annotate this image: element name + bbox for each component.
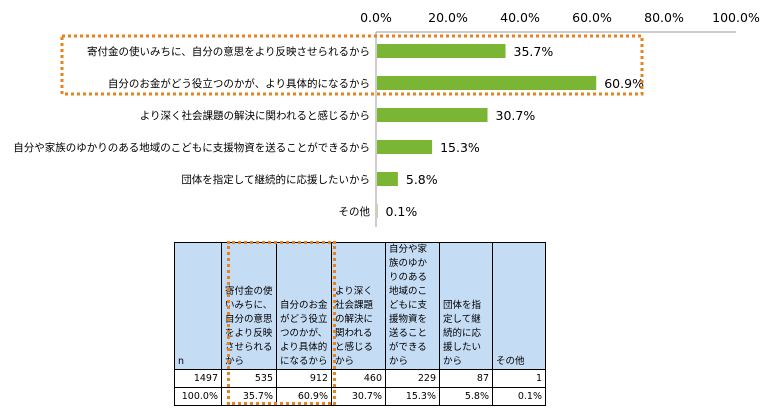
bar	[377, 108, 488, 122]
header-cell: 寄付金の使いみちに、自分の意思をより反映させられるから	[221, 242, 277, 370]
category-label: 自分や家族のゆかりのある地域のこどもに支援物資を送ることができるから	[13, 141, 370, 154]
category-label: その他	[339, 205, 371, 218]
bar	[377, 44, 506, 58]
table-cell: 1497	[174, 369, 222, 388]
category-labels: 寄付金の使いみちに、自分の意思をより反映させられるから自分のお金がどう役立つのか…	[13, 45, 370, 218]
table-cell: 912	[276, 369, 332, 388]
category-label: 寄付金の使いみちに、自分の意思をより反映させられるから	[87, 45, 370, 58]
table-header-row: n 寄付金の使いみちに、自分の意思をより反映させられるから 自分のお金がどう役立…	[174, 242, 546, 370]
x-tick-label: 80.0%	[644, 10, 684, 25]
table-cell: 460	[331, 369, 386, 388]
bars	[377, 44, 597, 218]
value-labels: 35.7% 60.9% 30.7% 15.3% 5.8% 0.1%	[386, 44, 645, 219]
table-cell: 535	[221, 369, 277, 388]
table-cell: 100.0%	[174, 387, 222, 406]
header-cell: 自分のお金がどう役立つのかが、より具体的になるから	[276, 242, 332, 370]
value-label: 5.8%	[406, 172, 438, 187]
table-cell: 87	[439, 369, 493, 388]
x-axis-ticks: 0.0% 20.0% 40.0% 60.0% 80.0% 100.0%	[360, 10, 760, 25]
x-tick-label: 60.0%	[572, 10, 612, 25]
value-label: 60.9%	[604, 76, 644, 91]
header-cell: 自分や家族のゆかりのある地域のこどもに支援物資を送ることができるから	[385, 242, 440, 370]
table-cell: 30.7%	[331, 387, 386, 406]
data-table: n 寄付金の使いみちに、自分の意思をより反映させられるから 自分のお金がどう役立…	[174, 242, 546, 406]
highlight-box	[60, 34, 644, 96]
table-row: 1497 535 912 460 229 87 1	[174, 369, 546, 388]
table-cell: 60.9%	[276, 387, 332, 406]
bar	[377, 140, 433, 154]
table-cell: 229	[385, 369, 440, 388]
table-cell: 5.8%	[439, 387, 493, 406]
x-tick-label: 0.0%	[360, 10, 392, 25]
x-tick-label: 40.0%	[500, 10, 540, 25]
value-label: 0.1%	[386, 204, 418, 219]
header-cell: その他	[492, 242, 546, 370]
header-cell: 団体を指定して継続的に応援したいから	[439, 242, 493, 370]
value-label: 35.7%	[514, 44, 554, 59]
header-cell: n	[174, 242, 222, 370]
bar	[377, 172, 398, 186]
value-label: 30.7%	[496, 108, 536, 123]
x-tick-label: 20.0%	[428, 10, 468, 25]
table-cell: 1	[492, 369, 546, 388]
table-cell: 35.7%	[221, 387, 277, 406]
value-label: 15.3%	[440, 140, 480, 155]
bar	[377, 76, 597, 90]
header-cell: より深く社会課題の解決に関われると感じるから	[331, 242, 386, 370]
table-row: 100.0% 35.7% 60.9% 30.7% 15.3% 5.8% 0.1%	[174, 387, 546, 406]
table-cell: 15.3%	[385, 387, 440, 406]
bar	[377, 204, 378, 218]
category-label: 団体を指定して継続的に応援したいから	[181, 173, 370, 186]
x-tick-label: 100.0%	[712, 10, 760, 25]
table-cell: 0.1%	[492, 387, 546, 406]
category-label: より深く社会課題の解決に関われると感じるから	[140, 109, 370, 122]
bar-chart: 0.0% 20.0% 40.0% 60.0% 80.0% 100.0% 寄付金の使いみちに…	[13, 10, 760, 227]
category-label: 自分のお金がどう役立つのかが、より具体的になるから	[108, 77, 370, 90]
